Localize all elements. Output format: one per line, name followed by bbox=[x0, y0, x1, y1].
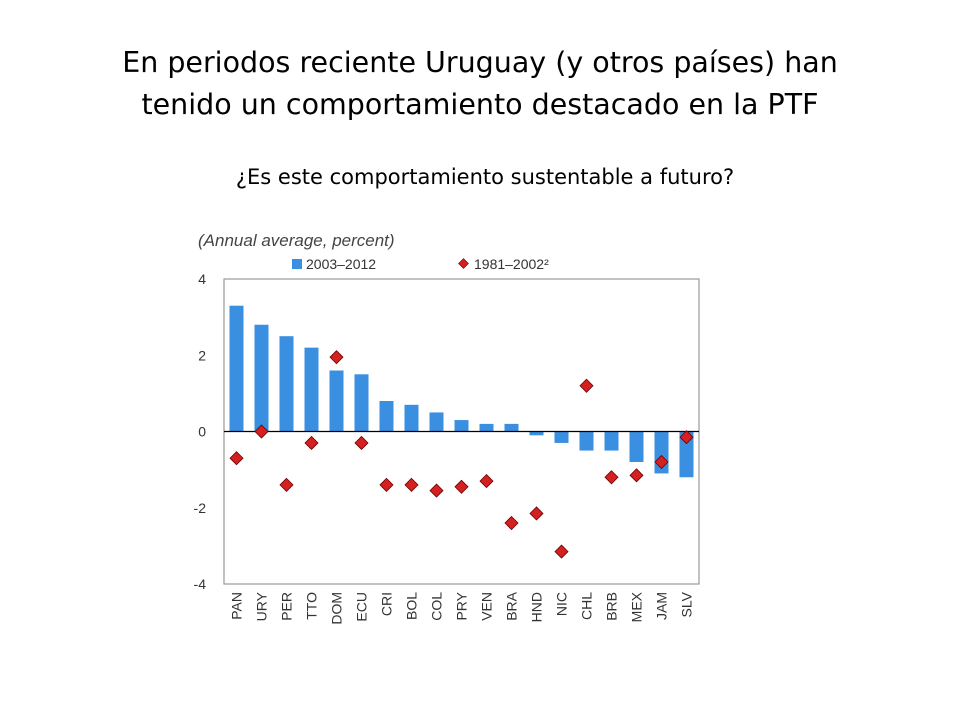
x-tick-label: PER bbox=[279, 592, 295, 621]
x-tick-label: PAN bbox=[229, 592, 245, 620]
x-tick-label: PRY bbox=[454, 591, 470, 620]
marker-bra bbox=[504, 515, 519, 531]
slide-title-line1: En periodos reciente Uruguay (y otros pa… bbox=[122, 46, 838, 79]
bar-per bbox=[279, 336, 294, 432]
marker-brb bbox=[604, 470, 619, 485]
y-axis: 4 2 0 -2 -4 bbox=[194, 271, 207, 592]
marker-chl bbox=[579, 378, 594, 393]
marker-ecu bbox=[354, 435, 369, 451]
marker-nic bbox=[554, 544, 569, 559]
marker-hnd bbox=[529, 506, 544, 521]
x-tick-label: MEX bbox=[629, 591, 645, 622]
bar-cri bbox=[379, 401, 394, 432]
bar-pry bbox=[454, 420, 469, 432]
bar-dom bbox=[329, 370, 344, 432]
chart-legend: 2003–2012 1981–2002² bbox=[292, 256, 549, 272]
x-tick-label: VEN bbox=[479, 592, 495, 621]
marker-col bbox=[429, 483, 444, 498]
bar-ven bbox=[479, 423, 494, 432]
x-tick-label: BRB bbox=[604, 592, 620, 621]
marker-ury bbox=[254, 424, 269, 439]
x-tick-label: CRI bbox=[379, 592, 395, 616]
x-axis: PAN URY PER TTO DOM ECU CRI BOL COL PRY VEN BRA HND N… bbox=[229, 591, 695, 624]
x-tick-label: ECU bbox=[354, 592, 370, 622]
bar-nic bbox=[554, 431, 569, 443]
marker-mex bbox=[629, 468, 644, 483]
x-tick-label: SLV bbox=[679, 591, 695, 617]
x-tick-label: JAM bbox=[654, 592, 670, 620]
y-tick-label: -4 bbox=[194, 576, 207, 592]
marker-dom bbox=[329, 350, 344, 365]
bar-tto bbox=[304, 347, 319, 432]
marker-pan bbox=[229, 451, 244, 466]
x-tick-label: TTO bbox=[304, 592, 320, 620]
marker-slv bbox=[679, 430, 694, 445]
x-tick-label: CHL bbox=[579, 592, 595, 620]
slide-subtitle: ¿Es este comportamiento sustentable a fu… bbox=[235, 165, 735, 189]
bar-pan bbox=[229, 305, 244, 432]
bar-col bbox=[429, 412, 444, 432]
bars-layer bbox=[229, 305, 694, 478]
marker-bol bbox=[404, 477, 419, 492]
legend-swatch-marker bbox=[458, 258, 469, 269]
y-tick-label: 0 bbox=[198, 424, 206, 440]
x-tick-label: BOL bbox=[404, 592, 420, 620]
markers-layer bbox=[229, 350, 694, 559]
y-tick-label: 2 bbox=[198, 347, 206, 363]
x-tick-label: URY bbox=[254, 591, 270, 621]
bar-brb bbox=[604, 431, 619, 451]
bar-bol bbox=[404, 404, 419, 432]
y-tick-label: -2 bbox=[194, 500, 207, 516]
bar-bra bbox=[504, 423, 519, 432]
x-tick-label: DOM bbox=[329, 592, 345, 625]
slide-title-line2: tenido un comportamiento destacado en la… bbox=[141, 88, 819, 121]
x-tick-label: COL bbox=[429, 592, 445, 621]
x-tick-label: HND bbox=[529, 592, 545, 622]
chart-subtitle: (Annual average, percent) bbox=[198, 231, 395, 250]
y-tick-label: 4 bbox=[198, 271, 206, 287]
bar-ury bbox=[254, 324, 269, 432]
x-tick-label: BRA bbox=[504, 591, 520, 620]
legend-label-marker: 1981–2002² bbox=[474, 256, 549, 272]
marker-cri bbox=[379, 477, 394, 492]
legend-swatch-bar bbox=[292, 259, 302, 269]
marker-jam bbox=[654, 454, 669, 470]
marker-per bbox=[279, 477, 294, 492]
bar-ecu bbox=[354, 374, 369, 432]
bar-hnd bbox=[529, 431, 544, 436]
marker-pry bbox=[454, 479, 469, 494]
marker-ven bbox=[479, 473, 494, 489]
legend-label-bar: 2003–2012 bbox=[306, 256, 376, 272]
slide-title: En periodos reciente Uruguay (y otros pa… bbox=[40, 42, 920, 126]
x-tick-label: NIC bbox=[554, 592, 570, 616]
bar-chl bbox=[579, 431, 594, 451]
marker-tto bbox=[304, 435, 319, 451]
bar-slv bbox=[679, 431, 694, 478]
bar-mex bbox=[629, 431, 644, 462]
